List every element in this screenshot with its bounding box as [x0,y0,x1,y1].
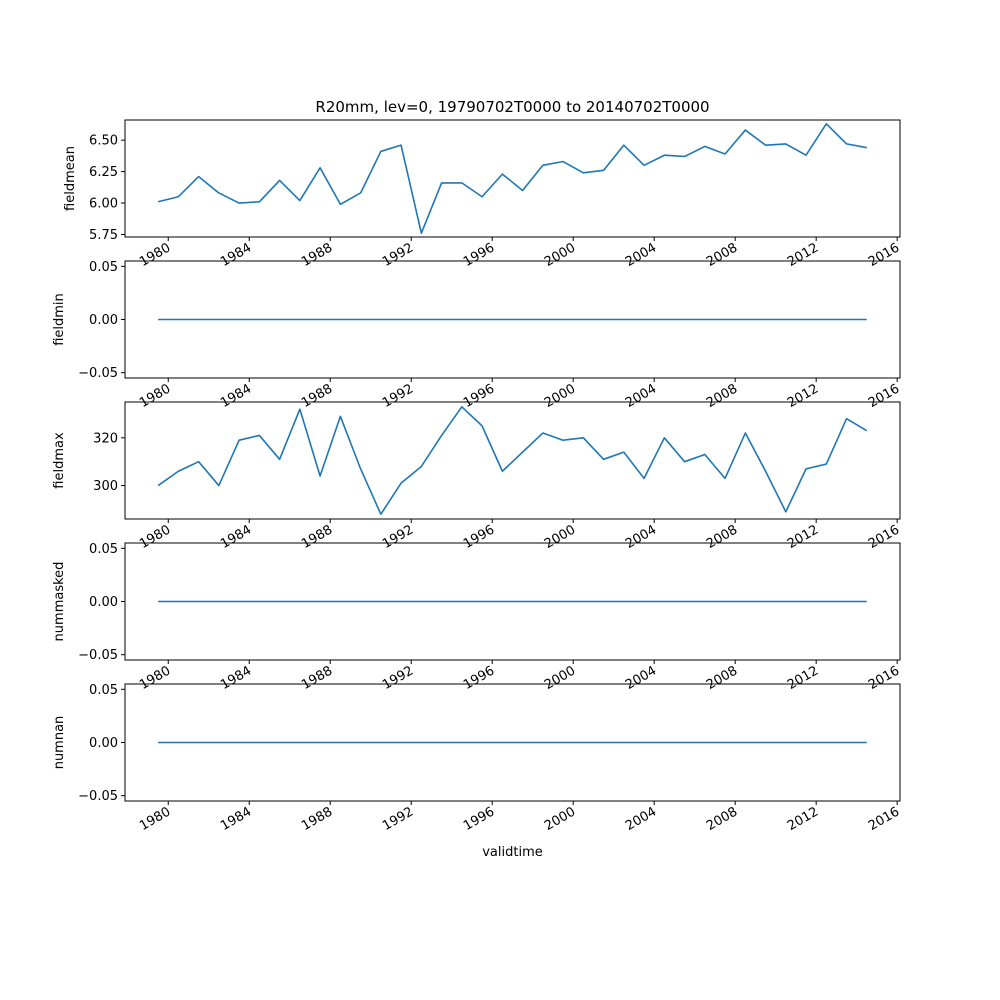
panel-fieldmean: fieldmean 5.75 6.00 6.25 6.50 1980 1984 1988 199… [63,119,902,270]
panels: fieldmean 5.75 6.00 6.25 6.50 1980 1984 1988 199… [52,119,902,834]
x-tick-label: 2012 [785,381,821,411]
plot-frame [124,542,901,661]
series-line-fieldmean [157,122,867,235]
y-axis-label: nummasked [52,562,67,642]
y-axis-label: fieldmin [52,293,67,346]
x-tick-label: 2012 [785,522,821,552]
x-tick-label: 1996 [461,663,497,693]
x-tick-label: 2012 [785,663,821,693]
x-tick-label: 1992 [380,522,416,552]
y-tick-label: 0.05 [89,542,118,557]
y-tick-label: 0.05 [89,683,118,698]
x-tick-label: 2000 [542,240,578,270]
x-tick-label: 1980 [137,663,173,693]
series-line-fieldmax [157,405,868,516]
x-tick-label: 2004 [623,663,659,693]
x-tick-label: 1980 [137,804,173,834]
x-tick-label: 2004 [623,240,659,270]
x-tick-label: 1992 [380,381,416,411]
y-tick-label: 0.00 [89,313,118,328]
plot-frame [124,260,901,379]
x-tick-label: 2000 [542,804,578,834]
panel-nummasked: nummasked −0.05 0.00 0.05 1980 1984 1988 1992 19… [52,542,902,693]
y-tick-label: 0.05 [89,260,118,275]
x-tick-label: 1992 [380,804,416,834]
y-tick-label: 0.00 [89,736,118,751]
y-tick-label: 6.00 [89,197,118,212]
x-tick-label: 2004 [623,522,659,552]
x-tick-label: 1988 [299,522,335,552]
y-axis-label: fieldmax [52,432,67,489]
x-tick-label: 2016 [866,240,902,270]
y-tick-label: −0.05 [78,366,118,381]
x-tick-label: 1984 [218,522,254,552]
x-tick-label: 2000 [542,522,578,552]
x-tick-label: 2000 [542,663,578,693]
x-tick-label: 1988 [299,663,335,693]
x-tick-label: 1984 [218,240,254,270]
x-tick-label: 2012 [785,240,821,270]
y-tick-label: 0.00 [89,595,118,610]
y-tick-label: −0.05 [78,648,118,663]
x-tick-label: 1980 [137,240,173,270]
x-tick-label: 2008 [704,240,740,270]
x-tick-label: 1996 [461,381,497,411]
x-tick-label: 1996 [461,240,497,270]
x-tick-label: 2016 [866,663,902,693]
y-tick-label: 5.75 [89,228,118,243]
plot-frame [124,683,901,802]
x-tick-label: 1992 [380,240,416,270]
x-tick-label: 1984 [218,804,254,834]
x-tick-label: 2016 [866,522,902,552]
x-tick-label: 1996 [461,522,497,552]
x-axis-label: validtime [482,845,543,860]
y-tick-label: 6.25 [89,165,118,180]
x-tick-label: 1992 [380,663,416,693]
y-tick-label: −0.05 [78,789,118,804]
x-tick-label: 2008 [704,663,740,693]
y-tick-label: 320 [93,431,118,446]
x-tick-label: 2012 [785,804,821,834]
y-tick-label: 6.50 [89,134,118,149]
x-tick-label: 1996 [461,804,497,834]
plot-frame [124,119,901,238]
x-tick-label: 1980 [137,381,173,411]
x-tick-label: 1984 [218,663,254,693]
x-tick-label: 2008 [704,804,740,834]
x-tick-label: 2008 [704,381,740,411]
x-tick-label: 2000 [542,381,578,411]
plot-frame [124,401,901,520]
y-tick-label: 300 [93,479,118,494]
x-tick-label: 2008 [704,522,740,552]
panel-fieldmin: fieldmin −0.05 0.00 0.05 1980 1984 1988 1992 199… [52,260,902,411]
y-axis-label: numnan [52,716,67,770]
x-tick-label: 1980 [137,522,173,552]
x-tick-label: 1988 [299,804,335,834]
x-tick-label: 2016 [866,804,902,834]
chart-title: R20mm, lev=0, 19790702T0000 to 20140702T… [315,98,709,116]
x-tick-label: 2004 [623,381,659,411]
panel-numnan: numnan −0.05 0.00 0.05 1980 1984 1988 1992 1996 2… [52,683,902,834]
panel-fieldmax: fieldmax 300 320 1980 1984 1988 1992 1996 2000 20… [52,401,902,552]
x-tick-label: 2004 [623,804,659,834]
y-axis-label: fieldmean [63,146,78,211]
x-tick-label: 1988 [299,381,335,411]
x-tick-label: 1984 [218,381,254,411]
x-tick-label: 2016 [866,381,902,411]
x-tick-label: 1988 [299,240,335,270]
